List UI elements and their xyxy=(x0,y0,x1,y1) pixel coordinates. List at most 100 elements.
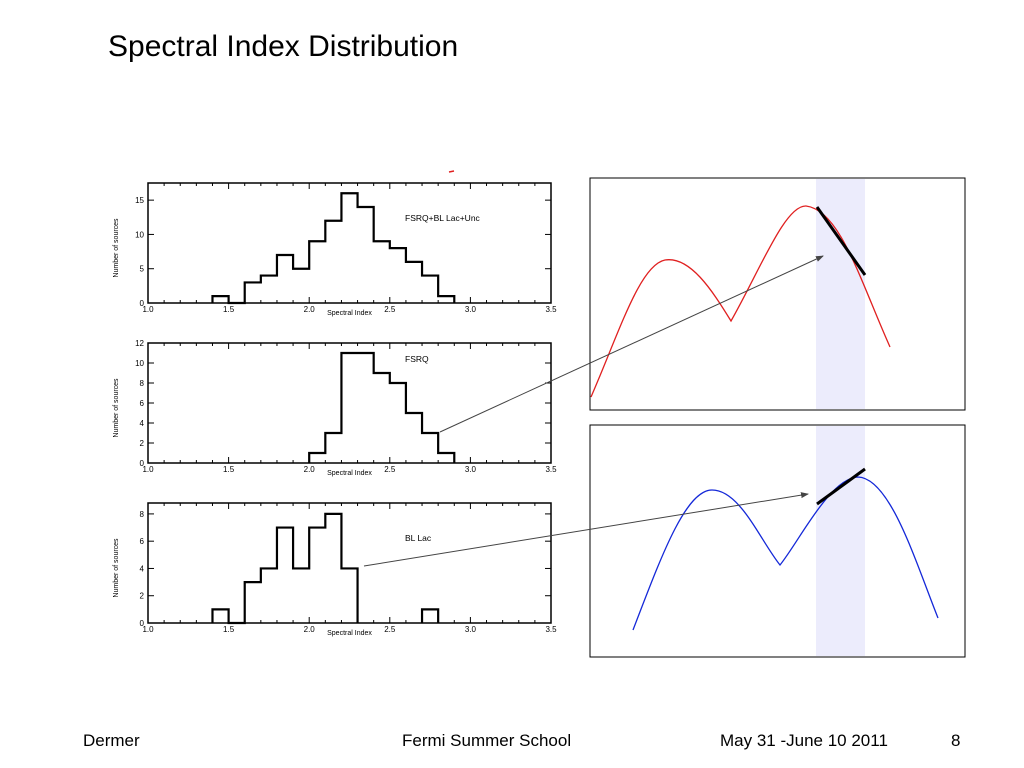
x-tick-label: 3.5 xyxy=(545,625,557,634)
histogram-frame xyxy=(147,502,552,624)
histogram-bin xyxy=(341,568,357,623)
x-axis-label: Spectral Index xyxy=(327,470,372,477)
histogram-bin xyxy=(374,241,390,303)
x-tick-label: 1.0 xyxy=(142,625,154,634)
arrow-bllac-to-blue xyxy=(363,492,809,567)
x-tick-label: 3.0 xyxy=(465,465,477,474)
y-tick-label: 8 xyxy=(140,510,145,519)
y-tick-label: 12 xyxy=(135,339,144,348)
footer-page: 8 xyxy=(951,731,961,750)
x-tick-label: 3.0 xyxy=(465,305,477,314)
histogram-bin xyxy=(245,282,261,303)
histogram-bin xyxy=(374,373,390,463)
y-tick-label: 0 xyxy=(140,459,145,468)
histogram-bin xyxy=(422,609,438,623)
histogram-bin xyxy=(277,528,293,623)
histogram-bin xyxy=(325,433,341,463)
histogram-bin xyxy=(309,528,325,623)
y-tick-label: 0 xyxy=(140,299,145,308)
histogram-bin xyxy=(309,241,325,303)
schematic-curve-blue xyxy=(632,476,939,631)
histogram-bin xyxy=(406,413,422,463)
histogram-bin xyxy=(293,568,309,623)
histogram-bin xyxy=(422,276,438,303)
histogram-bl-lac: 1.0 1.5 2.0 2.5 3.0 3.5 0 2 4 6 8 Spectral Index Num… xyxy=(113,502,557,637)
arrow-fsrq-to-red xyxy=(439,255,824,433)
tangent-line-blue xyxy=(816,467,866,506)
schematic-frame-blue xyxy=(589,424,966,658)
footer-author: Dermer xyxy=(83,731,140,750)
schematic-frame-red xyxy=(589,177,966,411)
y-tick-label: 4 xyxy=(140,564,145,573)
histogram-bin xyxy=(341,193,357,303)
histogram-bin xyxy=(358,207,374,303)
histogram-bin xyxy=(358,353,374,463)
x-tick-label: 2.0 xyxy=(304,625,316,634)
x-tick-label: 1.0 xyxy=(142,305,154,314)
histogram-frame xyxy=(147,342,552,464)
y-tick-label: 5 xyxy=(140,265,145,274)
footer-event: Fermi Summer School xyxy=(402,731,572,750)
x-tick-label: 3.0 xyxy=(465,625,477,634)
y-tick-label: 6 xyxy=(140,537,145,546)
histogram-fsrq: 1.0 1.5 2.0 2.5 3.0 3.5 0 2 4 6 8 10 12 Spectral Inde… xyxy=(113,339,557,477)
y-axis-label: Number of sources xyxy=(113,218,120,278)
histogram-steps xyxy=(211,512,440,625)
histogram-bin xyxy=(406,262,422,303)
x-axis-label: Spectral Index xyxy=(327,310,372,317)
y-tick-label: 15 xyxy=(135,196,144,205)
footer-date: May 31 -June 10 2011 xyxy=(720,731,888,750)
y-tick-label: 10 xyxy=(135,230,144,239)
y-tick-label: 2 xyxy=(140,439,145,448)
x-tick-label: 1.5 xyxy=(223,465,235,474)
histogram-bin xyxy=(277,255,293,303)
x-axis-label: Spectral Index xyxy=(327,630,372,637)
y-tick-label: 0 xyxy=(140,619,145,628)
highlight-band-blue xyxy=(816,426,865,656)
x-tick-label: 2.5 xyxy=(384,625,396,634)
histogram-steps xyxy=(211,192,456,305)
histogram-bin xyxy=(341,353,357,463)
y-tick-label: 6 xyxy=(140,399,145,408)
schematic-panel-blue xyxy=(589,424,966,658)
y-tick-label: 8 xyxy=(140,379,145,388)
y-axis-label: Number of sources xyxy=(113,378,120,438)
histogram-bin xyxy=(390,248,406,303)
x-tick-label: 2.0 xyxy=(304,305,316,314)
y-tick-label: 4 xyxy=(140,419,145,428)
schematic-curve-red xyxy=(590,205,891,398)
histogram-frame xyxy=(147,182,552,304)
histogram-annotation: BL Lac xyxy=(405,533,432,543)
histogram-bin xyxy=(438,296,454,303)
histogram-bin xyxy=(438,453,454,463)
slide-title: Spectral Index Distribution xyxy=(108,30,459,63)
x-tick-label: 3.5 xyxy=(545,305,557,314)
histogram-bin xyxy=(309,453,325,463)
y-axis-label: Number of sources xyxy=(113,538,120,598)
x-tick-label: 3.5 xyxy=(545,465,557,474)
histogram-all-sources: 1.0 1.5 2.0 2.5 3.0 3.5 0 5 10 15 Spectral Index Nu… xyxy=(113,182,557,317)
histogram-bin xyxy=(325,514,341,623)
y-tick-label: 2 xyxy=(140,592,145,601)
histogram-bin xyxy=(245,582,261,623)
x-tick-label: 1.5 xyxy=(223,625,235,634)
histogram-steps xyxy=(308,351,456,463)
schematic-panel-red xyxy=(589,177,966,411)
histogram-annotation: FSRQ+BL Lac+Unc xyxy=(405,213,481,223)
histogram-bin xyxy=(325,221,341,303)
histogram-bin xyxy=(261,276,277,303)
x-tick-label: 2.0 xyxy=(304,465,316,474)
x-tick-label: 2.5 xyxy=(384,305,396,314)
stray-red-mark xyxy=(448,170,455,173)
histogram-bin xyxy=(212,296,228,303)
histogram-bin xyxy=(293,269,309,303)
tangent-line-red xyxy=(815,206,867,276)
histogram-annotation: FSRQ xyxy=(405,354,429,364)
histogram-bin xyxy=(422,433,438,463)
histogram-bin xyxy=(390,383,406,463)
x-tick-label: 2.5 xyxy=(384,465,396,474)
x-tick-label: 1.5 xyxy=(223,305,235,314)
x-tick-label: 1.0 xyxy=(142,465,154,474)
histogram-bin xyxy=(261,568,277,623)
